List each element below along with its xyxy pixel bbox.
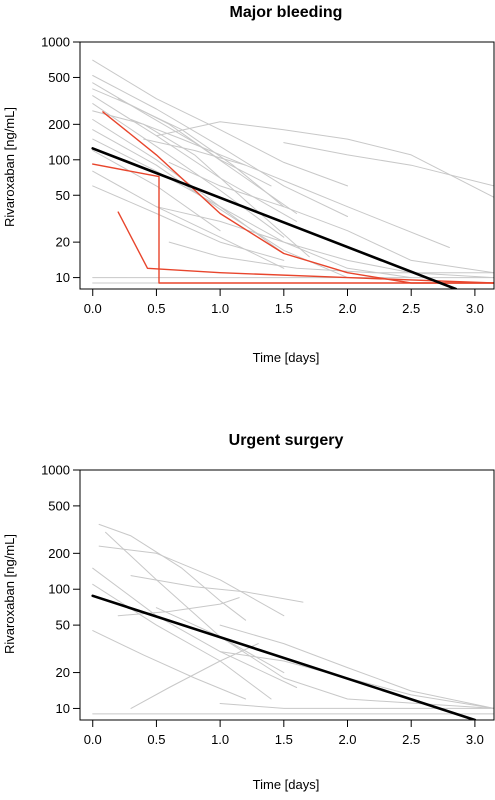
patient-line xyxy=(130,119,247,166)
highlighted-patient-line xyxy=(91,163,494,284)
patient-line xyxy=(283,142,494,187)
patient-line xyxy=(105,531,285,674)
patient-line xyxy=(92,138,412,279)
x-axis-label: Time [days] xyxy=(253,350,320,365)
model-line xyxy=(91,594,477,720)
patient-line xyxy=(130,575,304,603)
patient-line xyxy=(92,185,285,261)
y-tick-label: 1000 xyxy=(41,35,70,50)
y-tick-label: 50 xyxy=(56,188,70,203)
x-tick-label: 1.5 xyxy=(275,301,293,316)
patient-line xyxy=(155,121,494,198)
x-axis-label: Time [days] xyxy=(253,777,320,792)
patient-line xyxy=(98,523,247,621)
x-tick-label: 2.0 xyxy=(338,732,356,747)
x-tick-label: 1.5 xyxy=(275,732,293,747)
panel-urgent-surgery: Urgent surgery Rivaroxaban [ng/mL] Time … xyxy=(2,432,495,792)
patient-line xyxy=(98,545,285,617)
y-tick-label: 100 xyxy=(48,152,70,167)
y-axis-label: Rivaroxaban [ng/mL] xyxy=(2,534,17,654)
chart-title: Major bleeding xyxy=(230,4,343,21)
y-tick-label: 500 xyxy=(48,70,70,85)
y-tick-label: 200 xyxy=(48,546,70,561)
patient-line xyxy=(92,150,221,232)
x-tick-label: 1.0 xyxy=(211,732,229,747)
patient-line xyxy=(92,583,272,700)
x-tick-label: 0.5 xyxy=(147,732,165,747)
chart-title: Urgent surgery xyxy=(229,432,344,449)
x-tick-label: 3.0 xyxy=(466,301,484,316)
patient-line xyxy=(92,170,285,269)
patient-line xyxy=(155,206,494,279)
y-tick-label: 20 xyxy=(56,665,70,680)
axes: 0.0 0.5 1.0 1.5 2.0 2.5 3.0 10 20 50 100 200 500 1000 xyxy=(41,463,484,748)
patient-line xyxy=(168,161,494,274)
y-tick-label: 100 xyxy=(48,582,70,597)
highlighted-patient-line xyxy=(117,211,494,284)
patient-line xyxy=(92,75,348,217)
x-tick-label: 0.0 xyxy=(84,301,102,316)
y-tick-label: 200 xyxy=(48,117,70,132)
patient-line xyxy=(92,129,348,279)
patient-line xyxy=(155,607,494,709)
patient-line xyxy=(143,138,450,248)
model-line xyxy=(91,147,458,289)
y-tick-label: 10 xyxy=(56,270,70,285)
patient-line xyxy=(92,630,247,700)
plot-frame xyxy=(79,469,495,721)
patient-line xyxy=(92,95,298,222)
x-tick-label: 0.0 xyxy=(84,732,102,747)
series-group xyxy=(91,523,494,720)
y-tick-label: 20 xyxy=(56,235,70,250)
y-tick-label: 1000 xyxy=(41,463,70,478)
y-tick-label: 50 xyxy=(56,618,70,633)
patient-line xyxy=(219,624,494,709)
highlighted-patient-line xyxy=(102,111,494,284)
axes: 0.0 0.5 1.0 1.5 2.0 2.5 3.0 10 20 50 100 200 500 1000 xyxy=(41,35,484,317)
x-tick-label: 2.5 xyxy=(402,732,420,747)
x-tick-label: 0.5 xyxy=(147,301,165,316)
patient-line xyxy=(92,103,285,238)
patient-line xyxy=(117,98,272,187)
patient-line xyxy=(130,643,259,709)
x-tick-label: 2.5 xyxy=(402,301,420,316)
y-axis-label: Rivaroxaban [ng/mL] xyxy=(2,107,17,227)
y-tick-label: 10 xyxy=(56,701,70,716)
panel-major-bleeding: Major bleeding Rivaroxaban [ng/mL] Time … xyxy=(2,4,495,365)
patient-line xyxy=(92,110,310,258)
series-group xyxy=(91,59,494,289)
x-tick-label: 1.0 xyxy=(211,301,229,316)
patient-line xyxy=(92,567,298,688)
y-tick-label: 500 xyxy=(48,498,70,513)
x-tick-label: 2.0 xyxy=(338,301,356,316)
x-tick-label: 3.0 xyxy=(466,732,484,747)
patient-line xyxy=(168,241,494,274)
patient-line xyxy=(92,59,348,187)
plot-frame xyxy=(79,41,495,290)
